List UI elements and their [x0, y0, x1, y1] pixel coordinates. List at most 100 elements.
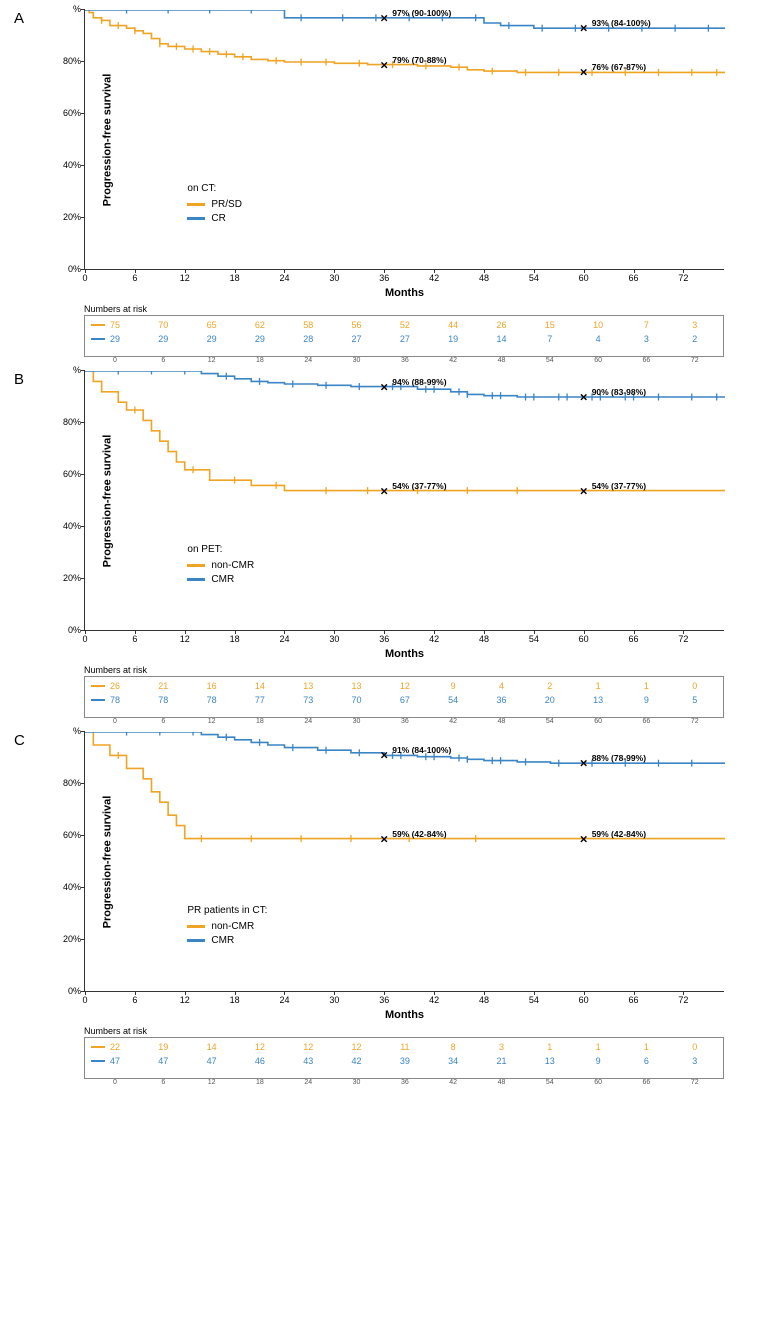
risk-xlabel: 6 [161, 356, 165, 364]
annotation-marker: × [380, 831, 388, 846]
risk-table-title: Numbers at risk [84, 1026, 724, 1036]
x-tick-label: 48 [479, 269, 489, 283]
legend-label: non-CMR [211, 559, 254, 573]
annotation-marker: × [580, 831, 588, 846]
x-tick-label: 72 [678, 630, 688, 644]
panel-B: BProgression-free survival0%20%40%60%80%… [10, 371, 760, 718]
risk-cell: 6 [644, 1056, 649, 1066]
risk-rows: 2219141212121183111047474746434239342113… [84, 1037, 724, 1079]
x-tick-label: 12 [180, 991, 190, 1005]
risk-cell: 3 [692, 1056, 697, 1066]
km-curves [85, 10, 725, 270]
risk-xlabel: 30 [353, 1078, 361, 1086]
x-axis-title: Months [385, 648, 424, 660]
risk-cell: 56 [352, 320, 362, 330]
risk-cell: 3 [692, 320, 697, 330]
legend-item: non-CMR [187, 920, 267, 934]
risk-cell: 14 [207, 1042, 217, 1052]
annotation-text: 93% (84-100%) [592, 18, 651, 28]
x-tick-label: 42 [429, 630, 439, 644]
x-axis-title: Months [385, 1009, 424, 1021]
legend-swatch [187, 203, 205, 206]
risk-cell: 2 [547, 681, 552, 691]
risk-row: 757065625856524426151073 [85, 318, 723, 332]
risk-cell: 13 [303, 681, 313, 691]
risk-cell: 7 [644, 320, 649, 330]
risk-cell: 75 [110, 320, 120, 330]
annotation-text: 97% (90-100%) [392, 8, 451, 18]
risk-cell: 29 [110, 334, 120, 344]
risk-cell: 9 [644, 695, 649, 705]
x-tick-label: 24 [279, 269, 289, 283]
legend-label: CMR [211, 573, 234, 587]
annotation-text: 59% (42-84%) [592, 829, 646, 839]
risk-cell: 19 [448, 334, 458, 344]
risk-xlabel: 48 [498, 717, 506, 725]
risk-cell: 78 [110, 695, 120, 705]
x-tick-label: 54 [529, 630, 539, 644]
annotation-marker: × [380, 379, 388, 394]
legend-swatch [187, 578, 205, 581]
legend-label: PR/SD [211, 198, 242, 212]
risk-cell: 54 [448, 695, 458, 705]
chart-box: Progression-free survival0%20%40%60%80%%… [36, 371, 746, 718]
x-tick-label: 30 [329, 269, 339, 283]
risk-table: Numbers at risk2219141212121183111047474… [84, 1026, 724, 1079]
risk-cell: 0 [692, 681, 697, 691]
x-tick-label: 36 [379, 630, 389, 644]
risk-row-swatch [91, 699, 105, 702]
annotation-marker: × [580, 65, 588, 80]
risk-xlabel: 18 [256, 356, 264, 364]
legend-swatch [187, 939, 205, 942]
risk-row: 22191412121211831110 [85, 1040, 723, 1054]
risk-cell: 1 [644, 1042, 649, 1052]
risk-cell: 46 [255, 1056, 265, 1066]
risk-row-swatch [91, 685, 105, 688]
risk-xlabel: 42 [449, 717, 457, 725]
legend-item: CR [187, 212, 242, 226]
x-tick-label: 0 [82, 630, 87, 644]
risk-cell: 47 [207, 1056, 217, 1066]
x-tick-label: 60 [579, 269, 589, 283]
y-tick-label: 40% [63, 521, 85, 531]
risk-xlabel: 0 [113, 717, 117, 725]
risk-cells: 787878777370675436201395 [105, 693, 723, 707]
risk-xlabel: 0 [113, 356, 117, 364]
risk-cell: 67 [400, 695, 410, 705]
panel-label: A [14, 10, 24, 27]
x-tick-label: 30 [329, 630, 339, 644]
risk-cell: 4 [596, 334, 601, 344]
risk-xlabel: 0 [113, 1078, 117, 1086]
x-tick-label: 48 [479, 991, 489, 1005]
risk-xlabel: 12 [208, 1078, 216, 1086]
risk-xlabels: 061218243036424854606672 [105, 1068, 723, 1078]
risk-cell: 26 [496, 320, 506, 330]
risk-xlabel: 48 [498, 356, 506, 364]
legend-label: non-CMR [211, 920, 254, 934]
legend-title: on CT: [187, 182, 242, 196]
legend: on PET:non-CMRCMR [187, 543, 254, 587]
risk-cell: 65 [207, 320, 217, 330]
risk-cells: 26211614131312942110 [105, 679, 723, 693]
risk-cell: 21 [496, 1056, 506, 1066]
risk-cell: 15 [545, 320, 555, 330]
risk-xlabel: 6 [161, 717, 165, 725]
risk-xlabels: 061218243036424854606672 [105, 707, 723, 717]
risk-cells: 2929292928272719147432 [105, 332, 723, 346]
x-tick-label: 18 [230, 269, 240, 283]
annotation-marker: × [380, 748, 388, 763]
risk-cell: 29 [158, 334, 168, 344]
risk-xlabel: 60 [594, 356, 602, 364]
risk-cell: 3 [499, 1042, 504, 1052]
risk-cell: 78 [158, 695, 168, 705]
x-tick-label: 12 [180, 630, 190, 644]
x-tick-label: 36 [379, 269, 389, 283]
risk-row: 26211614131312942110 [85, 679, 723, 693]
risk-cell: 11 [400, 1042, 409, 1052]
risk-cell: 44 [448, 320, 458, 330]
x-tick-label: 0 [82, 991, 87, 1005]
annotation-marker: × [580, 483, 588, 498]
y-tick-label: 40% [63, 160, 85, 170]
risk-table-title: Numbers at risk [84, 304, 724, 314]
legend-item: CMR [187, 934, 267, 948]
